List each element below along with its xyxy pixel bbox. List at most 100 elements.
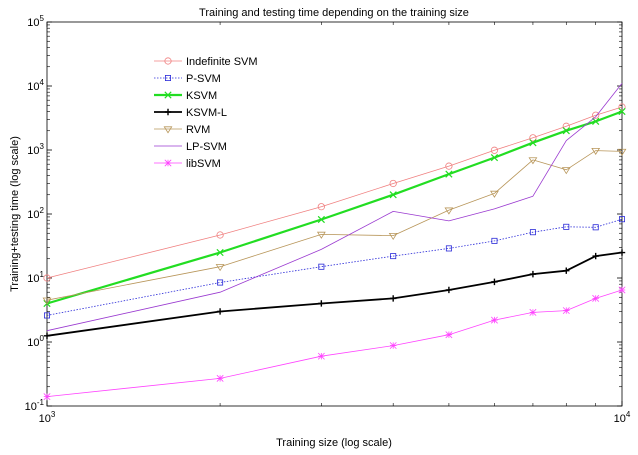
legend-label: KSVM <box>186 90 217 102</box>
data-point <box>592 111 600 119</box>
legend-entry: LP-SVM <box>154 141 227 153</box>
data-point <box>317 203 325 211</box>
legend-marker <box>164 91 172 99</box>
data-point <box>490 316 498 324</box>
axis-ticks: 10-1 100 101 102 103 104 105 103 104 <box>25 14 631 425</box>
data-point <box>445 170 453 178</box>
data-point <box>43 393 51 401</box>
data-point <box>42 297 52 305</box>
data-point <box>216 374 224 382</box>
legend-label: LP-SVM <box>186 141 227 153</box>
legend-marker <box>164 159 172 167</box>
data-point <box>592 252 599 260</box>
series-line <box>46 150 623 301</box>
data-point <box>529 229 536 236</box>
legend-label: KSVM-L <box>186 107 227 119</box>
data-point <box>318 300 325 307</box>
data-point <box>618 286 626 294</box>
legend-entry: KSVM-L <box>154 107 227 119</box>
series-line <box>46 289 623 397</box>
legend-marker <box>163 126 173 134</box>
y-tick-label: 10-1 <box>25 398 45 413</box>
data-point <box>528 157 538 165</box>
y-tick-label: 105 <box>27 14 44 29</box>
data-point <box>445 286 453 294</box>
legend-entry: KSVM <box>154 90 217 102</box>
data-point <box>445 331 453 339</box>
data-point <box>529 270 537 278</box>
series-rvm <box>42 147 627 305</box>
data-point <box>490 146 499 154</box>
legend-entry: P-SVM <box>154 73 221 85</box>
y-tick-label: 100 <box>27 334 44 349</box>
data-point <box>562 127 570 135</box>
series-ksvm-l <box>43 249 626 339</box>
series-p-svm <box>44 216 626 319</box>
data-point <box>591 147 601 156</box>
data-point <box>389 191 397 199</box>
data-point <box>592 117 600 126</box>
data-point <box>562 122 570 130</box>
data-point <box>563 267 570 274</box>
data-point <box>388 232 398 241</box>
legend-entry: RVM <box>154 124 210 136</box>
data-point <box>491 278 498 286</box>
data-point <box>216 248 224 257</box>
series-line <box>46 251 623 337</box>
series-line <box>46 106 623 279</box>
data-point <box>317 352 325 360</box>
series-lp-svm <box>46 83 623 332</box>
data-point <box>215 264 225 272</box>
legend-marker <box>164 75 171 82</box>
legend-entry: Indefinite SVM <box>154 56 258 68</box>
legend-marker <box>164 57 172 65</box>
series-indefinite-svm <box>43 103 626 282</box>
legend-label: RVM <box>186 124 210 136</box>
legend: Indefinite SVM P-SVM KSVM KSVM-L RVM LP-SVM li… <box>152 48 258 175</box>
data-point <box>592 224 599 231</box>
series-libsvm <box>43 286 626 401</box>
data-point <box>444 207 454 215</box>
data-point <box>592 294 600 302</box>
series-line <box>46 110 623 305</box>
data-point <box>490 190 499 198</box>
legend-entry: libSVM <box>154 158 221 170</box>
data-point <box>529 139 537 147</box>
data-point <box>490 154 499 162</box>
data-point <box>563 223 570 230</box>
y-tick-label: 102 <box>27 206 44 221</box>
data-point <box>619 216 626 223</box>
chart-title: Training and testing time depending on t… <box>199 7 469 19</box>
legend-label: P-SVM <box>186 73 221 85</box>
x-tick-label: 104 <box>614 410 631 425</box>
data-point <box>618 249 626 256</box>
legend-items: Indefinite SVM P-SVM KSVM KSVM-L RVM LP-SVM li… <box>154 56 258 170</box>
series-ksvm <box>43 107 626 308</box>
data-point <box>316 231 326 239</box>
data-point <box>216 231 224 239</box>
data-point <box>389 342 397 350</box>
y-tick-label: 103 <box>27 142 44 157</box>
data-point <box>445 162 453 170</box>
y-tick-label: 104 <box>27 78 44 93</box>
data-point <box>618 107 626 116</box>
x-axis-label: Training size (log scale) <box>276 437 392 449</box>
data-point <box>389 295 397 302</box>
data-point <box>445 245 452 252</box>
data-point <box>217 279 224 286</box>
data-point <box>491 237 498 244</box>
series-line <box>46 83 623 332</box>
data-point <box>318 263 325 270</box>
data-point <box>617 148 627 156</box>
legend-marker <box>164 108 172 116</box>
data-point <box>389 179 397 188</box>
y-tick-label: 101 <box>27 270 44 285</box>
data-point <box>529 134 537 142</box>
data-point <box>529 308 537 316</box>
x-tick-label: 103 <box>39 410 56 425</box>
legend-label: Indefinite SVM <box>186 56 258 68</box>
data-point <box>43 332 51 339</box>
data-point <box>390 253 397 260</box>
data-point <box>562 307 570 315</box>
